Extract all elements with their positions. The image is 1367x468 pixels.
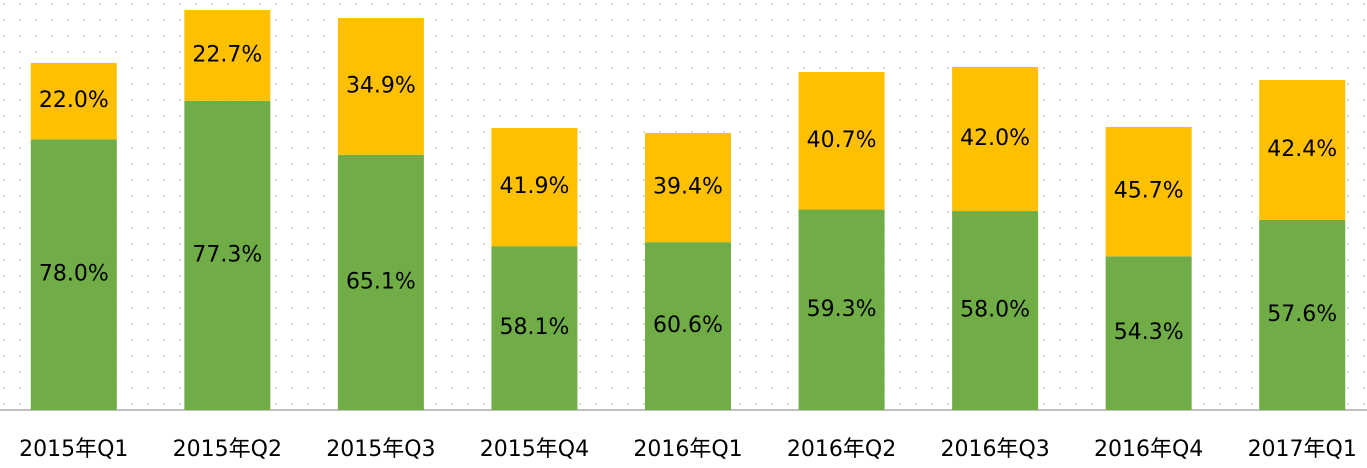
data-label: 78.0% xyxy=(39,262,109,287)
bar-segment xyxy=(798,72,885,210)
data-label: 60.6% xyxy=(653,313,723,338)
data-label: 42.0% xyxy=(960,126,1030,151)
x-tick-label: 2016年Q4 xyxy=(1094,437,1203,462)
bar-segment xyxy=(1259,80,1346,220)
bar-segment xyxy=(30,139,117,410)
bar-segment xyxy=(1105,256,1192,410)
bar-segment xyxy=(491,246,578,410)
bar-segment xyxy=(1105,127,1192,257)
data-label: 77.3% xyxy=(192,242,262,267)
data-label: 22.7% xyxy=(192,42,262,67)
data-label: 34.9% xyxy=(346,73,416,98)
x-tick-label: 2015年Q3 xyxy=(326,437,435,462)
x-tick-label: 2015年Q2 xyxy=(173,437,282,462)
data-label: 40.7% xyxy=(807,128,877,153)
x-tick-label: 2016年Q1 xyxy=(633,437,742,462)
data-label: 22.0% xyxy=(39,88,109,113)
bar-segment xyxy=(184,10,271,101)
x-tick-label: 2015年Q1 xyxy=(19,437,128,462)
bar-segment xyxy=(952,211,1039,410)
bar-segment xyxy=(952,67,1039,212)
data-label: 41.9% xyxy=(499,174,569,199)
x-tick-label: 2017年Q1 xyxy=(1248,437,1357,462)
data-label: 58.0% xyxy=(960,298,1030,323)
bar-segment xyxy=(1259,219,1346,410)
data-label: 39.4% xyxy=(653,175,723,200)
bar-segment xyxy=(184,100,271,411)
bar-segment xyxy=(337,154,424,410)
bar-segment xyxy=(798,209,885,410)
data-label: 58.1% xyxy=(499,315,569,340)
x-tick-label: 2015年Q4 xyxy=(480,437,589,462)
bar-segment xyxy=(491,128,578,247)
bar-segment xyxy=(30,63,117,140)
data-label: 54.3% xyxy=(1114,320,1184,345)
data-label: 65.1% xyxy=(346,269,416,294)
bar-segment xyxy=(337,18,424,155)
bar-segment xyxy=(645,133,731,243)
data-label: 42.4% xyxy=(1267,137,1337,162)
data-label: 59.3% xyxy=(807,297,877,322)
x-tick-label: 2016年Q3 xyxy=(940,437,1049,462)
data-label: 45.7% xyxy=(1114,179,1184,204)
bar-segment xyxy=(645,242,731,410)
data-label: 57.6% xyxy=(1267,302,1337,327)
x-tick-label: 2016年Q2 xyxy=(787,437,896,462)
